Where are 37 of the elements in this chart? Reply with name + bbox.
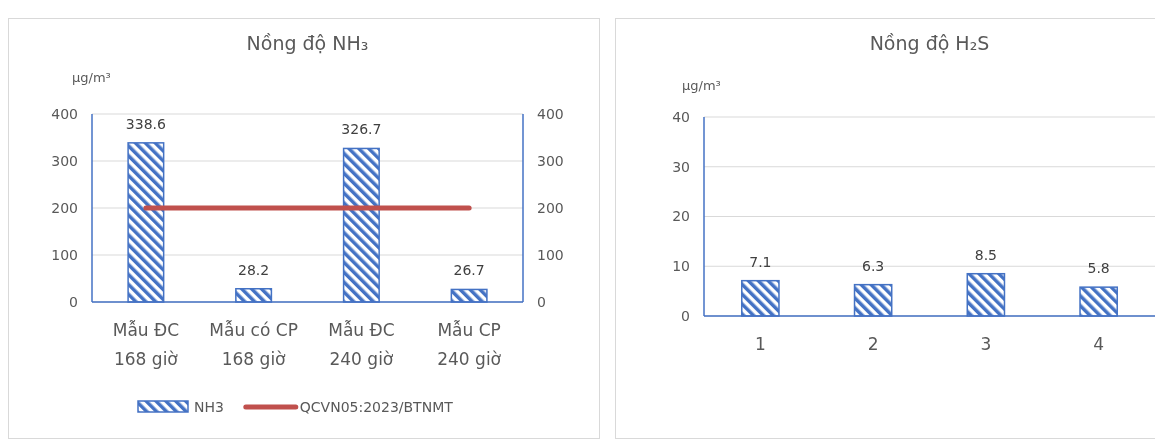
y-tick-label: 0 <box>69 293 78 310</box>
y-tick-label: 30 <box>672 158 690 175</box>
x-tick-label: 3 <box>980 334 992 354</box>
legend-label: QCVN05:2023/BTNMT <box>299 398 454 415</box>
y-tick-label: 200 <box>51 199 78 216</box>
y-tick-label: 20 <box>672 208 690 225</box>
x-tick-label: Mẫu ĐC 240 giờ <box>328 320 395 369</box>
x-tick-label: Mẫu có CP 168 giờ <box>209 320 298 369</box>
y-tick-label: 10 <box>672 258 690 275</box>
x-tick-label: Mẫu ĐC 168 giờ <box>112 320 180 369</box>
y-axis-title: μg/m³ <box>682 78 721 93</box>
y-tick-label: 400 <box>51 105 78 122</box>
x-tick-label: 1 <box>754 334 766 354</box>
y-tick-label: 100 <box>51 246 78 263</box>
x-tick-label: Mẫu CP 240 giờ <box>437 320 502 369</box>
y2-tick-label: 400 <box>537 105 564 122</box>
y2-tick-label: 200 <box>537 199 564 216</box>
data-label: 5.8 <box>1087 260 1110 277</box>
data-label: 28.2 <box>238 261 270 278</box>
data-label: 7.1 <box>749 253 772 270</box>
legend-label: NH3 <box>194 398 224 415</box>
y2-tick-label: 300 <box>537 152 564 169</box>
y2-tick-label: 0 <box>537 293 546 310</box>
chart-title: Nồng độ NH₃ <box>246 32 369 54</box>
y-tick-label: 300 <box>51 152 78 169</box>
y-tick-label: 40 <box>672 108 690 125</box>
chart-title: Nồng độ H₂S <box>869 32 990 54</box>
y2-tick-label: 100 <box>537 246 564 263</box>
x-tick-label: 4 <box>1093 334 1105 354</box>
data-label: 26.7 <box>453 262 485 279</box>
x-tick-label: 2 <box>867 334 879 354</box>
data-label: 338.6 <box>125 115 166 132</box>
y-axis-title: μg/m³ <box>72 70 111 85</box>
data-label: 6.3 <box>861 257 885 274</box>
data-label: 326.7 <box>341 121 382 138</box>
data-label: 8.5 <box>974 246 998 263</box>
y-tick-label: 0 <box>681 307 690 324</box>
